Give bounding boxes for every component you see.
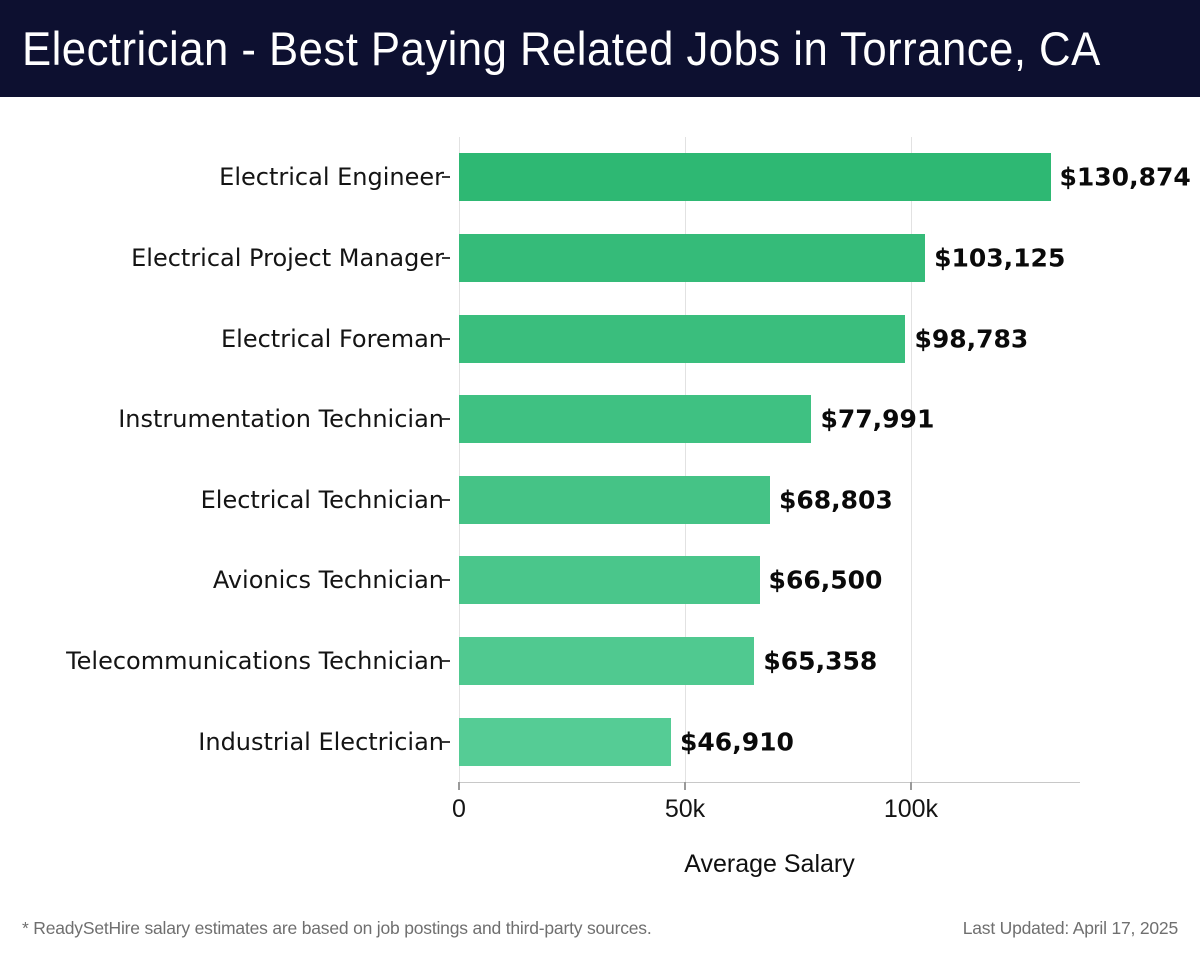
last-updated: Last Updated: April 17, 2025	[962, 918, 1178, 938]
x-axis-tick-50k	[684, 782, 686, 790]
x-tick-label-50k: 50k	[664, 795, 706, 823]
bar-instrumentation-technician	[459, 395, 812, 444]
bar-electrical-foreman	[459, 314, 906, 363]
category-tick-electrical-project-manager	[442, 256, 450, 259]
x-axis-tick-100k	[910, 782, 912, 790]
category-tick-electrical-foreman	[442, 337, 450, 340]
bar-electrical-technician	[459, 475, 770, 524]
category-label-industrial-electrician: Industrial Electrician	[198, 727, 444, 756]
value-label-industrial-electrician: $46,910	[680, 727, 794, 757]
category-label-electrical-project-manager: Electrical Project Manager	[131, 243, 444, 272]
value-label-electrical-engineer: $130,874	[1059, 162, 1191, 192]
category-tick-avionics-technician	[442, 579, 450, 582]
bar-telecommunications-technician	[459, 637, 755, 686]
category-tick-instrumentation-technician	[442, 418, 450, 421]
category-label-instrumentation-technician: Instrumentation Technician	[118, 405, 444, 434]
plot-area: $130,874 $103,125 $98,783 $77,991 $68,803 $66…	[459, 137, 1191, 783]
category-tick-electrical-technician	[442, 498, 450, 501]
category-label-electrical-foreman: Electrical Foreman	[221, 324, 444, 353]
category-label-electrical-technician: Electrical Technician	[200, 485, 444, 514]
value-label-electrical-technician: $68,803	[778, 485, 893, 515]
x-axis-tick-0	[458, 782, 460, 790]
gridline-0	[459, 137, 460, 782]
category-tick-telecommunications-technician	[442, 660, 450, 663]
category-tick-industrial-electrician	[442, 740, 450, 743]
bar-electrical-project-manager	[459, 233, 926, 282]
gridline-100k	[910, 137, 912, 782]
x-tick-label-100k: 100k	[883, 795, 939, 823]
value-label-avionics-technician: $66,500	[768, 565, 883, 595]
header-banner: Electrician - Best Paying Related Jobs i…	[0, 0, 1200, 97]
bar-industrial-electrician	[459, 717, 672, 766]
footer: * ReadySetHire salary estimates are base…	[22, 918, 1178, 939]
category-label-electrical-engineer: Electrical Engineer	[219, 163, 444, 192]
category-label-avionics-technician: Avionics Technician	[212, 566, 444, 595]
x-axis-line	[459, 781, 1080, 783]
x-tick-label-0: 0	[452, 795, 466, 823]
page-title: Electrician - Best Paying Related Jobs i…	[22, 22, 1101, 75]
bar-avionics-technician	[459, 556, 760, 605]
category-label-telecommunications-technician: Telecommunications Technician	[66, 647, 444, 676]
bar-electrical-engineer	[459, 153, 1051, 202]
value-label-electrical-foreman: $98,783	[914, 324, 1029, 354]
x-axis-title: Average Salary	[684, 850, 855, 878]
category-tick-electrical-engineer	[442, 176, 450, 179]
value-label-telecommunications-technician: $65,358	[763, 646, 878, 676]
gridline-50k	[684, 137, 686, 782]
footnote: * ReadySetHire salary estimates are base…	[22, 918, 652, 938]
value-label-electrical-project-manager: $103,125	[934, 243, 1066, 273]
value-label-instrumentation-technician: $77,991	[820, 404, 935, 434]
